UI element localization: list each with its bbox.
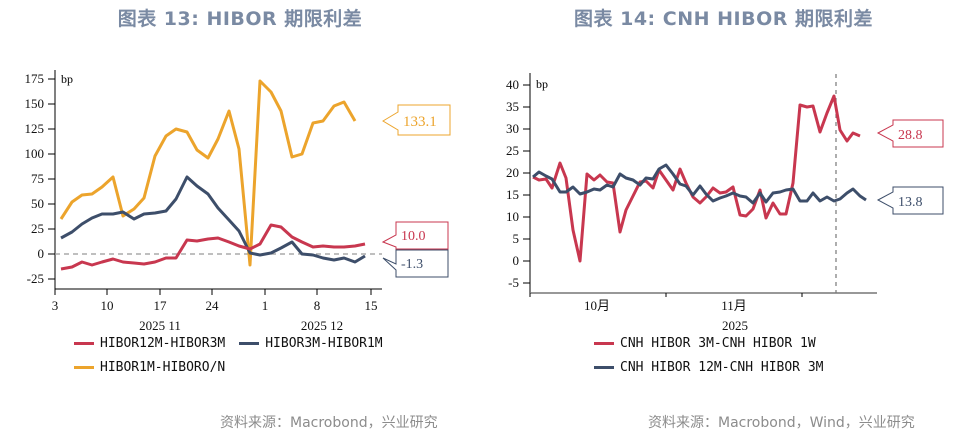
svg-text:5: 5 [513,231,520,246]
svg-text:24: 24 [206,298,220,313]
cnh-hibor-term-spread-chart: 40 35 30 25 20 15 10 5 0 -5 bp 10月 11月 2… [506,73,944,333]
legend-swatch-navy [594,365,614,369]
svg-text:11月: 11月 [721,298,747,313]
series-hibor1m-on [59,79,357,267]
svg-text:25: 25 [31,221,44,236]
series-hibor12m-3m [60,223,366,271]
legend-label: HIBOR3M-HIBOR1M [265,335,383,351]
svg-text:-1.3: -1.3 [401,257,423,272]
svg-text:175: 175 [25,71,45,86]
svg-text:40: 40 [506,77,519,92]
callout-cnh-12m-3m: 13.8 [876,186,944,215]
svg-text:20: 20 [506,165,519,180]
svg-text:25: 25 [506,143,519,158]
unit-label-left: bp [61,72,73,86]
legend-right: CNH HIBOR 3M-CNH HIBOR 1W CNH HIBOR 12M-… [594,331,824,379]
x-axis-right: 10月 11月 2025 [529,293,803,333]
svg-text:133.1: 133.1 [403,114,437,130]
svg-text:150: 150 [25,96,45,111]
svg-text:1: 1 [262,298,269,313]
x-axis-left: 3 10 17 24 1 8 15 2025 11 2025 12 [52,289,378,333]
callout-hibor12m-3m: 10.0 [381,221,449,250]
legend-label: CNH HIBOR 12M-CNH HIBOR 3M [620,359,824,375]
chart-title-right: 图表 14: CNH HIBOR 期限利差 [574,8,873,30]
legend-swatch-navy [239,341,260,345]
legend-swatch-orange [74,365,94,369]
svg-text:17: 17 [154,298,168,313]
legend-swatch-red [594,341,614,345]
svg-text:10月: 10月 [584,298,610,313]
svg-text:30: 30 [506,121,519,136]
series-cnh-3m-1w [532,94,861,263]
svg-text:0: 0 [513,253,520,268]
source-note-left: 资料来源：Macrobond，兴业研究 [220,415,438,431]
svg-text:8: 8 [314,298,321,313]
svg-text:10: 10 [101,298,114,313]
svg-text:-25: -25 [27,271,44,286]
callout-hibor1m-on: 133.1 [382,104,451,136]
legend-left: HIBOR12M-HIBOR3M HIBOR3M-HIBOR1M HIBOR1M… [74,331,383,379]
svg-text:125: 125 [25,121,45,136]
callout-cnh-3m-1w: 28.8 [876,119,944,148]
svg-text:13.8: 13.8 [898,195,923,210]
y-axis-right: 40 35 30 25 20 15 10 5 0 -5 [506,77,530,290]
series-hibor3m-1m [60,175,366,264]
svg-text:35: 35 [506,99,519,114]
chart-title-left: 图表 13: HIBOR 期限利差 [117,8,363,30]
hibor-term-spread-chart: 175 150 125 100 75 50 25 0 -25 bp 3 10 1… [25,70,451,333]
svg-text:75: 75 [31,171,44,186]
svg-text:50: 50 [31,196,44,211]
svg-text:15: 15 [365,298,378,313]
svg-text:3: 3 [52,298,59,313]
legend-label: HIBOR1M-HIBORO/N [100,359,226,375]
svg-text:2025 11: 2025 11 [139,318,181,333]
legend-label: CNH HIBOR 3M-CNH HIBOR 1W [620,335,816,351]
svg-text:-5: -5 [508,275,519,290]
svg-text:28.8: 28.8 [898,128,923,143]
svg-text:2025 12: 2025 12 [301,318,343,333]
y-axis-left: 175 150 125 100 75 50 25 0 -25 [25,71,55,286]
svg-text:0: 0 [38,246,45,261]
series-cnh-12m-3m [532,163,867,205]
legend-swatch-red [74,341,94,345]
callout-hibor3m-1m: -1.3 [382,249,449,278]
svg-text:10.0: 10.0 [401,229,426,244]
svg-text:100: 100 [25,146,45,161]
legend-label: HIBOR12M-HIBOR3M [100,335,226,351]
source-note-right: 资料来源：Macrobond，Wind，兴业研究 [648,415,915,431]
svg-text:10: 10 [506,209,519,224]
svg-text:15: 15 [506,187,519,202]
svg-text:2025: 2025 [722,318,748,333]
unit-label-right: bp [536,77,548,91]
